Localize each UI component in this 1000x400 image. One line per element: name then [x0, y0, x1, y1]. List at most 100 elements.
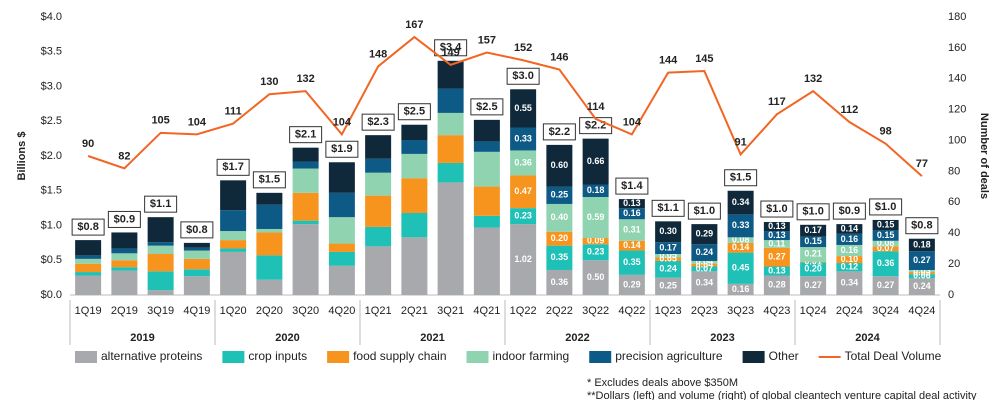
total-label-box	[905, 217, 939, 235]
bar-segment	[220, 251, 247, 295]
bar-segment	[872, 219, 899, 231]
total-label-box	[869, 198, 903, 216]
y2-tick-label: 100	[948, 134, 966, 146]
bar-segment	[183, 258, 210, 270]
bar-segment	[727, 190, 754, 215]
y2-tick-label: 180	[948, 11, 966, 23]
x-tick-label: 1Q19	[75, 305, 102, 317]
segment-label: 0.05	[659, 254, 677, 264]
x-tick-label: 4Q20	[328, 305, 355, 317]
bar-segment	[655, 221, 682, 243]
legend-swatch	[742, 351, 765, 363]
total-label-box	[542, 123, 576, 141]
y2-tick-label: 20	[948, 258, 960, 270]
bar-segment	[908, 238, 935, 252]
x-tick-label: 3Q21	[437, 305, 464, 317]
segment-label: 0.45	[732, 263, 750, 273]
bar-segment	[401, 140, 428, 154]
bar-segment	[75, 272, 102, 276]
legend-label: Total Deal Volume	[845, 349, 942, 363]
total-label-box	[252, 171, 286, 189]
segment-label: 0.11	[768, 238, 785, 248]
bar-segment	[546, 245, 573, 270]
bar-segment	[510, 127, 537, 151]
bar-segment	[111, 248, 138, 254]
bar-segment	[546, 144, 573, 187]
total-label: $3.0	[512, 70, 533, 82]
y-tick-label: $2.5	[41, 115, 62, 127]
segment-label: 0.15	[877, 220, 895, 230]
bar-segment	[437, 112, 464, 136]
bar-segment	[691, 266, 718, 272]
line-label: 117	[768, 96, 786, 108]
deal-volume-line	[87, 35, 923, 177]
bar-segment	[75, 255, 102, 259]
segment-label: 0.17	[659, 242, 677, 252]
bar-segment	[256, 192, 283, 205]
x-tick-label: 2Q24	[836, 305, 863, 317]
segment-label: 0.06	[913, 271, 931, 281]
total-label: $1.9	[331, 143, 352, 155]
segment-label: 0.04	[696, 259, 714, 269]
total-label-box	[71, 218, 105, 236]
bar-segment	[727, 242, 754, 253]
segment-label: 0.29	[623, 279, 641, 289]
bar-segment	[328, 265, 355, 295]
y-tick-label: $0.5	[41, 254, 62, 266]
bar-segment	[872, 276, 899, 295]
bar-segment	[546, 231, 573, 246]
line-label: 104	[188, 116, 207, 128]
bar-segment	[655, 242, 682, 254]
bar-segment	[75, 240, 102, 256]
x-tick-label: 4Q23	[763, 305, 790, 317]
segment-label: 0.15	[877, 230, 895, 240]
bar-segment	[546, 203, 573, 232]
bar-segment	[800, 276, 827, 295]
segment-label: 0.28	[768, 280, 786, 290]
total-label-box	[796, 203, 830, 221]
bar-segment	[691, 260, 718, 264]
bar-segment	[328, 217, 355, 244]
segment-label: 0.05	[659, 250, 677, 260]
y2-tick-label: 80	[948, 165, 960, 177]
bar-segment	[691, 271, 718, 295]
segment-label: 0.08	[732, 234, 750, 244]
total-label: $1.4	[621, 180, 643, 192]
segment-label: 0.34	[732, 197, 750, 207]
line-label: 104	[333, 116, 352, 128]
bar-segment	[510, 208, 537, 225]
bar-segment	[800, 261, 827, 263]
y-tick-label: $3.5	[41, 46, 62, 58]
bar-segment	[872, 230, 899, 241]
bar-segment	[111, 253, 138, 261]
x-tick-label: 2Q23	[691, 305, 718, 317]
segment-label: 0.03	[913, 265, 931, 275]
x-tick-label: 3Q19	[147, 305, 174, 317]
bar-segment	[473, 141, 500, 152]
bar-segment	[401, 153, 428, 179]
bar-segment	[147, 217, 174, 243]
bar-segment	[401, 124, 428, 141]
bar-segment	[183, 269, 210, 277]
segment-label: 0.24	[696, 247, 714, 257]
total-label: $1.0	[875, 201, 896, 213]
bar-segment	[836, 256, 863, 264]
bar-segment	[220, 231, 247, 241]
bar-segment	[908, 269, 935, 273]
year-label: 2021	[420, 332, 444, 344]
segment-label: 0.23	[514, 210, 532, 220]
segment-label: 1.02	[514, 254, 532, 264]
bar-segment	[727, 237, 754, 243]
footnote: * Excludes deals above $350M	[587, 377, 738, 389]
legend-label: alternative proteins	[101, 349, 202, 363]
bar-segment	[365, 172, 392, 196]
bar-segment	[836, 263, 863, 272]
y2-tick-label: 120	[948, 104, 966, 116]
legend-label: food supply chain	[353, 349, 446, 363]
segment-label: 0.04	[696, 257, 714, 267]
bar-segment	[328, 192, 355, 218]
segment-label: 0.13	[768, 265, 786, 275]
bar-segment	[510, 224, 537, 295]
segment-label: 0.18	[913, 239, 931, 249]
segment-label: 0.36	[877, 258, 895, 268]
